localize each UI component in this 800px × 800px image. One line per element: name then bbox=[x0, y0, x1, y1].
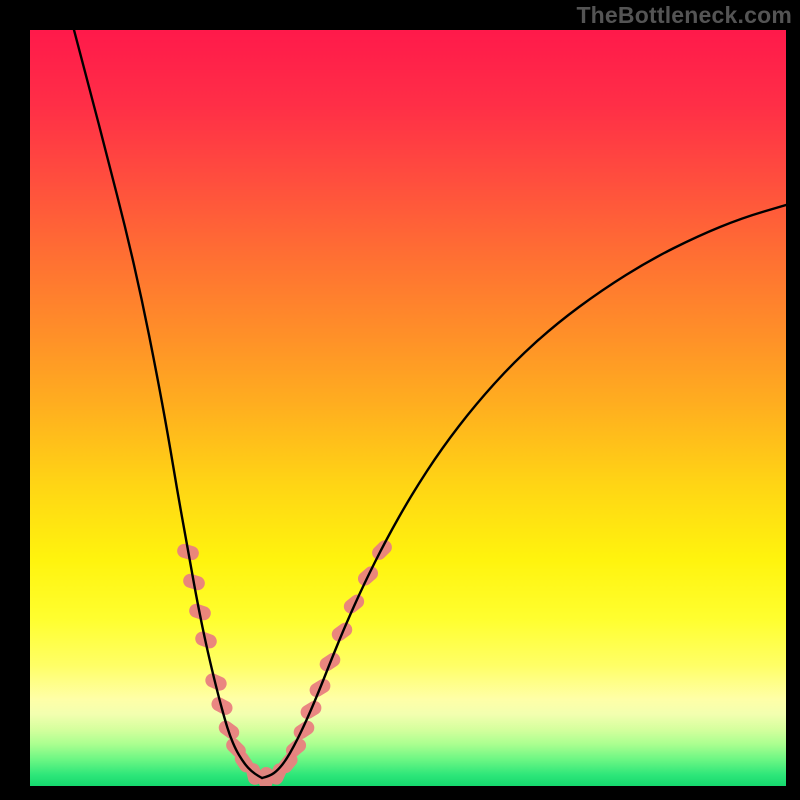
plot-area bbox=[30, 30, 786, 786]
bottleneck-curve bbox=[30, 30, 786, 786]
chart-frame: TheBottleneck.com bbox=[0, 0, 800, 800]
bottleneck-line bbox=[262, 205, 786, 778]
bottleneck-line bbox=[74, 30, 262, 778]
watermark-text: TheBottleneck.com bbox=[576, 2, 792, 29]
curve-marker bbox=[291, 718, 317, 742]
